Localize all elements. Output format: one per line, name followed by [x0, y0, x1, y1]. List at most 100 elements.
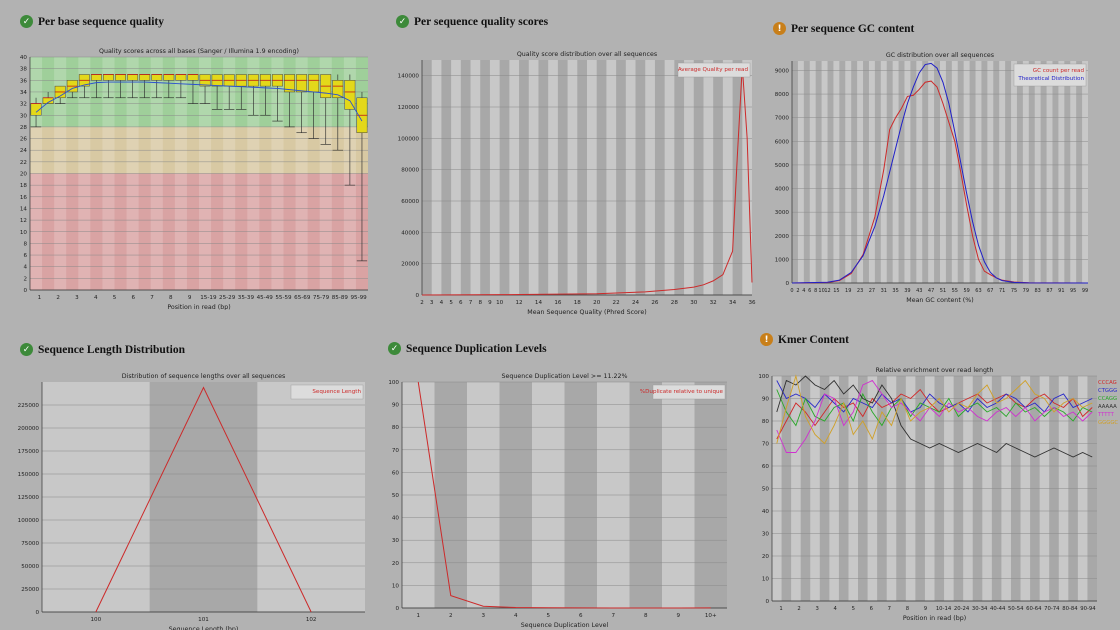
x-tick-label: 16 — [554, 300, 562, 306]
x-axis-label: Sequence Length (bp) — [169, 626, 239, 630]
x-tick-label: 24 — [632, 300, 640, 306]
mean-line — [35, 81, 363, 122]
x-tick-label: 67 — [987, 288, 993, 294]
x-tick-label: 10-14 — [936, 606, 952, 612]
y-tick-label: 0 — [415, 293, 419, 299]
y-tick-label: 30 — [20, 113, 28, 119]
series-line — [776, 375, 1093, 458]
legend-entry: CCAGG — [1098, 396, 1117, 402]
x-tick-label: 91 — [1058, 288, 1064, 294]
y-tick-label: 4000 — [775, 187, 790, 193]
series-line — [776, 389, 1093, 427]
x-tick-label: 101 — [198, 617, 209, 623]
x-tick-label: 19 — [845, 288, 851, 294]
column-stripe — [1028, 61, 1035, 283]
column-stripe — [713, 60, 723, 295]
x-tick-label: 36 — [748, 300, 756, 306]
y-tick-label: 30 — [762, 532, 770, 538]
panel-title: ✓ Per sequence quality scores — [396, 15, 548, 28]
chart-title: Quality scores across all bases (Sanger … — [99, 48, 299, 55]
x-tick-label: 50-54 — [1008, 606, 1024, 612]
column-stripe — [577, 60, 587, 295]
legend-entry: CTGGG — [1098, 388, 1117, 394]
y-tick-label: 0 — [765, 599, 769, 605]
x-tick-label: 5 — [546, 613, 550, 619]
x-tick-label: 9 — [188, 295, 192, 301]
x-tick-label: 4 — [802, 288, 805, 294]
y-tick-label: 60 — [392, 470, 400, 476]
y-tick-label: 10 — [392, 583, 400, 589]
x-tick-label: 7 — [150, 295, 154, 301]
column-stripe — [635, 60, 646, 295]
x-tick-label: 70-74 — [1044, 606, 1060, 612]
x-tick-label: 2 — [449, 613, 453, 619]
x-tick-label: 55-59 — [275, 295, 292, 301]
x-tick-label: 71 — [999, 288, 1005, 294]
box — [151, 74, 163, 81]
y-tick-label: 80 — [392, 425, 400, 431]
x-tick-label: 7 — [611, 613, 615, 619]
x-tick-label: 65-69 — [294, 295, 311, 301]
y-tick-label: 20 — [392, 561, 400, 567]
x-axis-label: Sequence Duplication Level — [521, 622, 609, 629]
legend-box — [677, 62, 751, 78]
y-tick-label: 16 — [20, 195, 28, 201]
x-tick-label: 9 — [488, 300, 492, 306]
series-line — [791, 80, 1089, 284]
x-tick-label: 5 — [113, 295, 117, 301]
panel-title: ✓ Sequence Length Distribution — [20, 343, 185, 356]
x-tick-label: 45-49 — [257, 295, 274, 301]
column-stripe — [616, 60, 626, 295]
y-tick-label: 140000 — [398, 74, 420, 80]
y-tick-label: 60 — [762, 464, 770, 470]
column-stripe — [654, 60, 665, 295]
y-tick-label: 75000 — [21, 541, 39, 547]
check-icon: ✓ — [396, 15, 409, 28]
x-tick-label: 9 — [676, 613, 680, 619]
column-stripe — [851, 61, 858, 283]
check-icon: ✓ — [20, 15, 33, 28]
y-tick-label: 40 — [762, 509, 770, 515]
x-tick-label: 8 — [906, 606, 910, 612]
series-line — [95, 386, 312, 613]
x-tick-label: 28 — [671, 300, 679, 306]
legend-entry: Theoretical Distribution — [1017, 76, 1084, 82]
column-stripe — [934, 61, 940, 283]
y-tick-label: 2 — [23, 276, 27, 282]
x-axis-label: Mean GC content (%) — [906, 297, 973, 304]
y-tick-label: 12 — [20, 218, 27, 224]
x-tick-label: 5 — [852, 606, 855, 612]
column-stripe — [803, 61, 810, 283]
x-tick-label: 14 — [535, 300, 543, 306]
column-stripe — [922, 61, 929, 283]
box — [187, 74, 199, 81]
box — [90, 74, 102, 81]
series-line — [791, 62, 1089, 284]
series-line — [776, 379, 1093, 453]
column-stripe — [441, 60, 452, 295]
y-tick-label: 0 — [35, 610, 39, 616]
panel-title: ! Per sequence GC content — [773, 22, 914, 35]
y-tick-label: 34 — [20, 90, 28, 96]
y-tick-label: 100000 — [398, 136, 420, 142]
panel-title: ! Kmer Content — [760, 333, 849, 346]
y-tick-label: 6 — [23, 253, 27, 259]
y-tick-label: 90 — [762, 397, 770, 403]
warning-icon: ! — [760, 333, 773, 346]
x-tick-label: 4 — [514, 613, 518, 619]
x-tick-label: 3 — [815, 606, 818, 612]
x-tick-label: 1 — [416, 613, 420, 619]
legend-entry: GC count per read — [1033, 68, 1085, 74]
panel-title: ✓ Per base sequence quality — [20, 15, 164, 28]
x-tick-label: 6 — [808, 288, 811, 294]
per-base-quality-chart: Quality scores across all bases (Sanger … — [20, 48, 368, 310]
column-stripe — [839, 61, 846, 283]
x-axis-label: Mean Sequence Quality (Phred Score) — [527, 309, 646, 316]
legend-entry: AAAAA — [1098, 404, 1117, 410]
column-stripe — [910, 61, 917, 283]
warning-icon: ! — [773, 22, 786, 35]
legend-entry: Sequence Length — [312, 389, 361, 395]
y-tick-label: 8 — [23, 241, 27, 247]
x-tick-label: 20 — [593, 300, 601, 306]
x-tick-label: 1 — [38, 295, 42, 301]
